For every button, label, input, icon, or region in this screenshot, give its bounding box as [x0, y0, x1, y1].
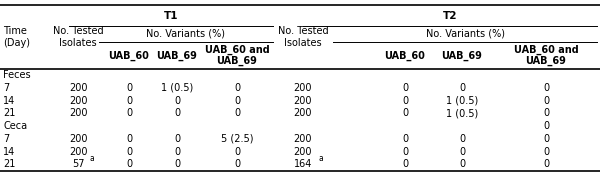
Text: No. Variants (%): No. Variants (%)	[425, 29, 505, 39]
Text: UAB_69: UAB_69	[442, 50, 482, 61]
Text: 200: 200	[294, 83, 312, 93]
Text: 0: 0	[174, 108, 180, 118]
Text: 1 (0.5): 1 (0.5)	[161, 83, 193, 93]
Text: 0: 0	[402, 108, 408, 118]
Text: 0: 0	[174, 159, 180, 169]
Text: 0: 0	[459, 134, 465, 144]
Text: Ceca: Ceca	[3, 121, 27, 131]
Text: 200: 200	[69, 108, 87, 118]
Text: 0: 0	[402, 159, 408, 169]
Text: 1 (0.5): 1 (0.5)	[446, 96, 478, 106]
Text: 0: 0	[126, 159, 132, 169]
Text: 5 (2.5): 5 (2.5)	[221, 134, 253, 144]
Text: 57: 57	[72, 159, 84, 169]
Text: 0: 0	[459, 159, 465, 169]
Text: 0: 0	[543, 83, 549, 93]
Text: Time
(Day): Time (Day)	[3, 26, 30, 48]
Text: UAB_60: UAB_60	[385, 50, 425, 61]
Text: 200: 200	[294, 147, 312, 157]
Text: UAB_69: UAB_69	[157, 50, 197, 61]
Text: 0: 0	[543, 159, 549, 169]
Text: 0: 0	[234, 96, 240, 106]
Text: 0: 0	[543, 121, 549, 131]
Text: 21: 21	[3, 108, 16, 118]
Text: 0: 0	[459, 147, 465, 157]
Text: 0: 0	[459, 83, 465, 93]
Text: 200: 200	[69, 147, 87, 157]
Text: No. Tested
Isolates: No. Tested Isolates	[53, 26, 103, 48]
Text: 0: 0	[543, 147, 549, 157]
Text: Feces: Feces	[3, 70, 31, 80]
Text: 0: 0	[234, 147, 240, 157]
Text: 0: 0	[234, 159, 240, 169]
Text: a: a	[89, 154, 94, 163]
Text: 0: 0	[234, 83, 240, 93]
Text: 200: 200	[294, 108, 312, 118]
Text: a: a	[319, 154, 323, 163]
Text: 0: 0	[543, 108, 549, 118]
Text: 0: 0	[174, 96, 180, 106]
Text: 0: 0	[174, 147, 180, 157]
Text: 0: 0	[402, 134, 408, 144]
Text: 14: 14	[3, 147, 15, 157]
Text: 200: 200	[294, 96, 312, 106]
Text: 0: 0	[126, 83, 132, 93]
Text: 200: 200	[69, 96, 87, 106]
Text: 0: 0	[126, 108, 132, 118]
Text: UAB_60 and
UAB_69: UAB_60 and UAB_69	[514, 44, 578, 67]
Text: 0: 0	[543, 134, 549, 144]
Text: 1 (0.5): 1 (0.5)	[446, 108, 478, 118]
Text: 14: 14	[3, 96, 15, 106]
Text: 0: 0	[543, 96, 549, 106]
Text: 0: 0	[402, 83, 408, 93]
Text: T2: T2	[443, 11, 457, 21]
Text: 21: 21	[3, 159, 16, 169]
Text: 0: 0	[126, 96, 132, 106]
Text: 200: 200	[69, 83, 87, 93]
Text: 7: 7	[3, 134, 9, 144]
Text: 0: 0	[402, 147, 408, 157]
Text: 0: 0	[402, 96, 408, 106]
Text: No. Variants (%): No. Variants (%)	[146, 29, 226, 39]
Text: 0: 0	[126, 147, 132, 157]
Text: UAB_60: UAB_60	[109, 50, 149, 61]
Text: 7: 7	[3, 83, 9, 93]
Text: 0: 0	[126, 134, 132, 144]
Text: 0: 0	[234, 108, 240, 118]
Text: 200: 200	[69, 134, 87, 144]
Text: No. Tested
Isolates: No. Tested Isolates	[278, 26, 328, 48]
Text: 164: 164	[294, 159, 312, 169]
Text: T1: T1	[164, 11, 178, 21]
Text: 200: 200	[294, 134, 312, 144]
Text: UAB_60 and
UAB_69: UAB_60 and UAB_69	[205, 44, 269, 67]
Text: 0: 0	[174, 134, 180, 144]
